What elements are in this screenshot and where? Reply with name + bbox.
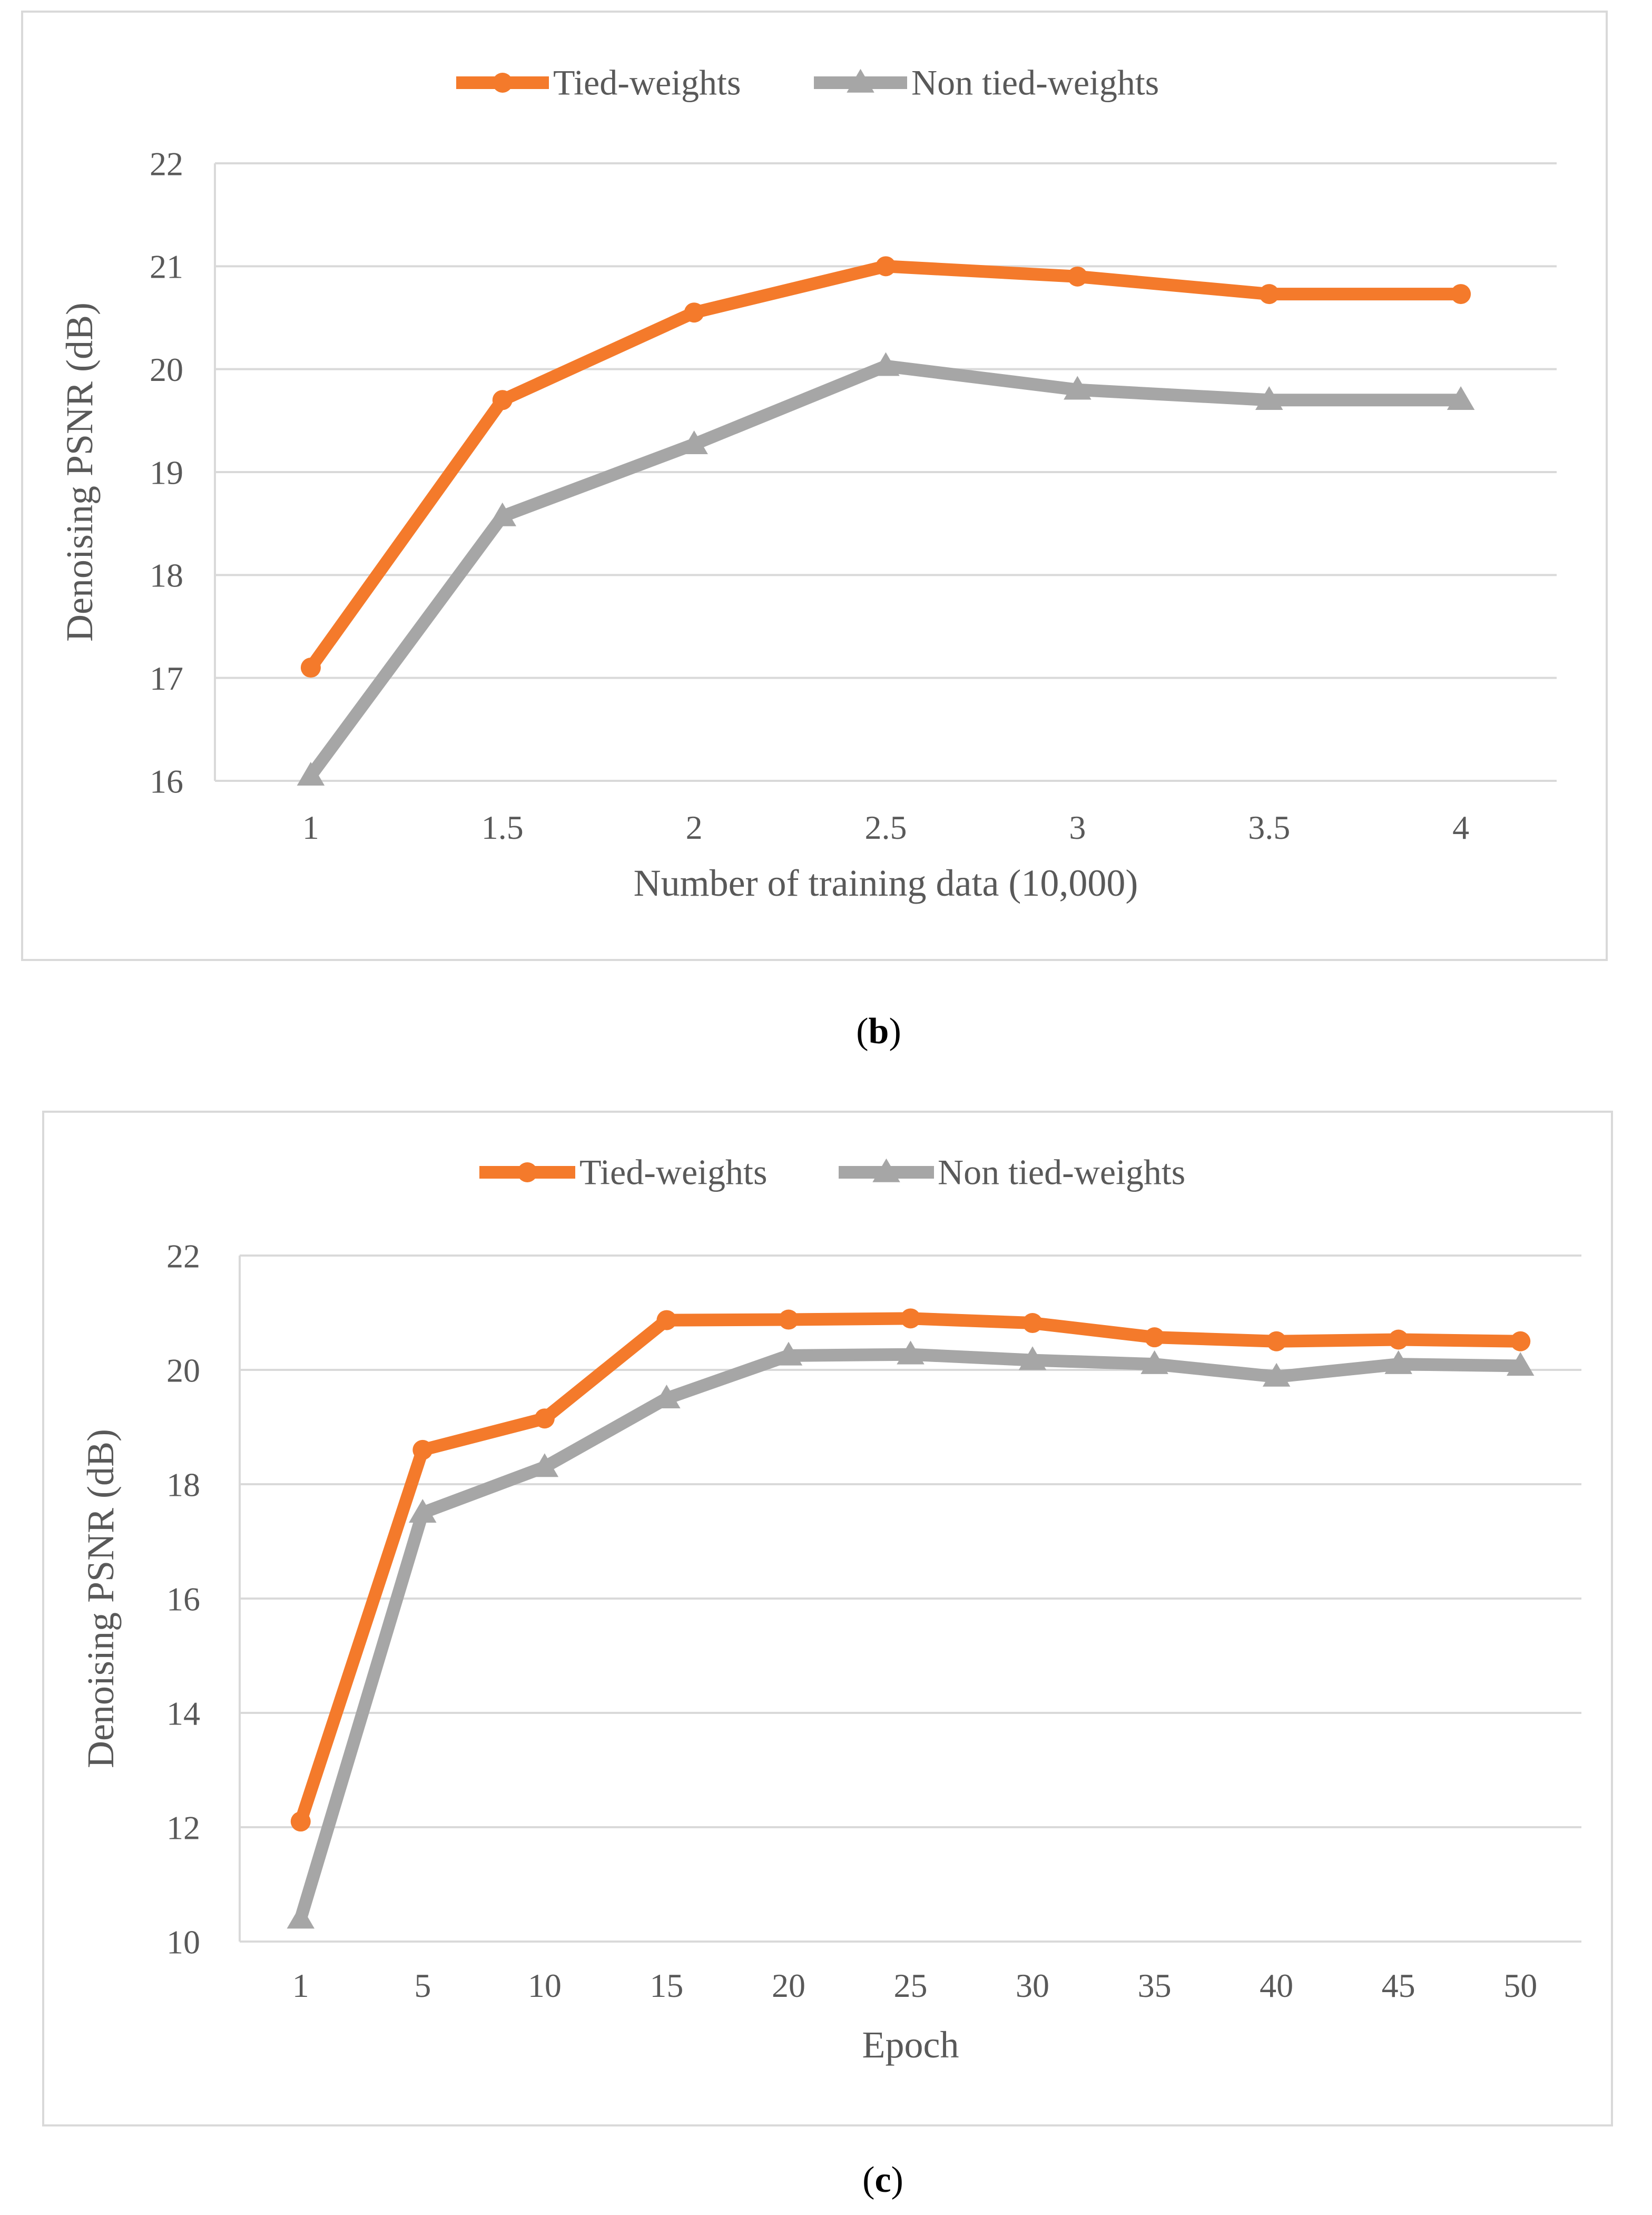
- y-tick-label: 22: [166, 1237, 200, 1275]
- caption-open-paren: (: [856, 1011, 868, 1052]
- data-point-circle: [1451, 284, 1471, 305]
- data-point-triangle: [1140, 1350, 1168, 1374]
- x-tick-label: 1: [302, 809, 319, 846]
- data-point-circle: [778, 1309, 799, 1330]
- y-tick-label: 21: [150, 248, 183, 286]
- legend-label: Non tied-weights: [911, 62, 1159, 102]
- x-tick-label: 3.5: [1248, 809, 1290, 846]
- series-non-tied-weights: [297, 352, 1475, 786]
- y-tick-label: 10: [166, 1923, 200, 1961]
- data-point-circle: [1067, 266, 1088, 287]
- legend-marker: [872, 1158, 900, 1182]
- data-point-triangle: [1018, 1346, 1047, 1370]
- legend: Tied-weights Non tied-weights: [456, 62, 1159, 102]
- x-axis-title: Number of training data (10,000): [634, 862, 1138, 904]
- data-point-triangle: [488, 502, 517, 526]
- data-point-triangle: [1447, 386, 1475, 410]
- x-tick-label: 20: [772, 1967, 805, 2004]
- data-point-circle: [290, 1811, 311, 1832]
- legend-label: Non tied-weights: [938, 1152, 1185, 1192]
- x-tick-label: 2: [686, 809, 703, 846]
- data-point-circle: [1259, 284, 1280, 305]
- figure-caption: (b): [856, 1011, 901, 1052]
- x-tick-label: 15: [650, 1967, 683, 2004]
- data-point-triangle: [872, 352, 900, 376]
- data-point-triangle: [1255, 386, 1283, 410]
- x-axis-title: Epoch: [862, 2024, 959, 2066]
- data-point-circle: [900, 1308, 921, 1329]
- caption-close-paren: ): [889, 1011, 901, 1052]
- x-tick-label: 5: [414, 1967, 431, 2004]
- data-point-triangle: [297, 761, 325, 786]
- chart-frame: [21, 11, 1608, 961]
- x-tick-label: 35: [1138, 1967, 1172, 2004]
- data-point-circle: [684, 302, 704, 323]
- x-tick-label: 10: [528, 1967, 562, 2004]
- data-point-triangle: [1506, 1352, 1535, 1376]
- chart-panel-b: 16 17 18 19 20 21 22 1 1.5 2 2.5 3 3.5 4 Number of tra…: [21, 11, 1608, 961]
- caption-close-paren: ): [891, 2160, 903, 2200]
- data-point-triangle: [1064, 376, 1092, 400]
- x-tick-label: 4: [1452, 809, 1469, 846]
- caption-letter: c: [874, 2160, 891, 2200]
- data-point-circle: [1510, 1331, 1531, 1351]
- caption-letter: b: [869, 1011, 889, 1052]
- data-point-triangle: [409, 1499, 437, 1523]
- x-tick-label: 25: [894, 1967, 928, 2004]
- data-point-triangle: [897, 1340, 925, 1365]
- x-tick-label: 3: [1069, 809, 1086, 846]
- legend-marker: [493, 73, 513, 93]
- y-tick-label: 12: [166, 1809, 200, 1846]
- data-point-triangle: [287, 1905, 315, 1929]
- y-tick-label: 14: [166, 1694, 200, 1732]
- figure-caption: (c): [862, 2160, 903, 2200]
- data-point-circle: [412, 1439, 433, 1460]
- data-point-circle: [492, 390, 513, 410]
- data-point-circle: [656, 1310, 677, 1330]
- chart-frame: [42, 1111, 1613, 2126]
- data-point-circle: [1388, 1329, 1409, 1350]
- data-point-triangle: [774, 1341, 803, 1366]
- data-point-triangle: [653, 1385, 681, 1408]
- data-point-circle: [1144, 1327, 1165, 1348]
- legend-label: Tied-weights: [553, 62, 741, 102]
- y-tick-label: 22: [150, 145, 183, 182]
- data-point-circle: [300, 658, 321, 678]
- y-axis-title: Denoising PSNR (dB): [58, 302, 101, 642]
- x-tick-label: 1.5: [481, 809, 524, 846]
- legend-marker: [517, 1162, 537, 1182]
- caption-open-paren: (: [862, 2160, 874, 2200]
- y-tick-label: 16: [150, 762, 183, 800]
- x-tick-label: 45: [1382, 1967, 1415, 2004]
- data-point-circle: [1266, 1331, 1287, 1351]
- data-point-circle: [534, 1408, 555, 1429]
- data-point-circle: [1022, 1313, 1043, 1334]
- series-non-tied-weights: [287, 1340, 1535, 1929]
- y-tick-label: 20: [150, 351, 183, 388]
- legend-marker: [847, 68, 874, 93]
- data-point-triangle: [680, 430, 708, 455]
- series-tied-weights: [300, 256, 1471, 678]
- data-point-triangle: [530, 1453, 559, 1477]
- y-tick-label: 18: [150, 557, 183, 594]
- y-axis-title: Denoising PSNR (dB): [80, 1429, 122, 1768]
- y-tick-label: 19: [150, 454, 183, 491]
- data-point-triangle: [1262, 1363, 1291, 1387]
- x-tick-label: 2.5: [865, 809, 907, 846]
- series-tied-weights: [290, 1308, 1531, 1832]
- legend-label: Tied-weights: [579, 1152, 767, 1192]
- y-tick-label: 20: [166, 1351, 200, 1389]
- data-point-triangle: [1384, 1350, 1412, 1374]
- legend: Tied-weights Non tied-weights: [479, 1152, 1185, 1192]
- x-tick-label: 1: [292, 1967, 309, 2004]
- x-tick-label: 40: [1260, 1967, 1293, 2004]
- y-tick-label: 16: [166, 1580, 200, 1618]
- x-tick-label: 50: [1503, 1967, 1537, 2004]
- data-point-circle: [876, 256, 896, 277]
- y-tick-label: 17: [150, 660, 183, 697]
- y-tick-label: 18: [166, 1466, 200, 1503]
- x-tick-label: 30: [1016, 1967, 1049, 2004]
